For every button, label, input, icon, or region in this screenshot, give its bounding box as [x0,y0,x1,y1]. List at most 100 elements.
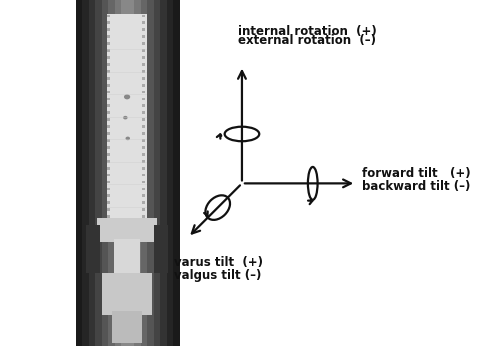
Bar [108,0,115,346]
Bar [142,139,145,142]
Bar [107,104,110,107]
Bar [115,0,121,346]
Bar [96,218,157,242]
Bar [107,207,147,208]
Bar [134,0,140,346]
Bar [107,174,110,176]
Bar [107,139,147,140]
Bar [107,184,147,185]
Bar [96,0,102,346]
Bar [114,239,140,280]
Bar [107,125,110,128]
Bar [142,174,145,176]
Bar [142,28,145,31]
Bar [86,225,100,273]
Bar [142,194,145,197]
Bar [142,201,145,204]
Bar [107,117,147,118]
Bar [160,0,166,346]
Text: internal rotation  (+): internal rotation (+) [238,25,377,38]
Bar [107,98,110,100]
Bar [107,14,147,221]
Bar [142,160,145,163]
Bar [142,111,145,114]
Bar [142,153,145,156]
Bar [142,118,145,121]
Bar [142,215,145,218]
Bar [142,63,145,66]
Bar [107,194,110,197]
Bar [142,146,145,149]
Bar [142,104,145,107]
Bar [107,132,110,135]
Bar [107,84,110,86]
Bar [107,181,110,183]
Bar [107,28,110,31]
Bar [76,0,180,346]
Bar [82,0,89,346]
Bar [107,118,110,121]
Bar [142,84,145,86]
Text: external rotation  (–): external rotation (–) [238,34,376,47]
Bar [107,111,110,114]
Bar [107,35,110,38]
Ellipse shape [123,116,128,119]
Bar [122,0,128,346]
Bar [142,125,145,128]
Bar [140,0,147,346]
Text: backward tilt (–): backward tilt (–) [362,180,470,193]
Bar [142,181,145,183]
Text: varus tilt  (+): varus tilt (+) [174,256,264,269]
Bar [107,160,110,163]
Text: valgus tilt (–): valgus tilt (–) [174,270,262,282]
Bar [112,311,142,343]
Bar [142,42,145,45]
Bar [154,225,168,273]
Bar [142,188,145,190]
Bar [107,167,110,170]
Bar [76,0,82,346]
Bar [142,35,145,38]
Bar [107,188,110,190]
Text: forward tilt   (+): forward tilt (+) [362,166,471,180]
Bar [147,0,154,346]
Bar [107,42,110,45]
Bar [142,91,145,93]
Bar [107,153,110,156]
Bar [107,162,147,163]
Bar [142,77,145,80]
Bar [107,70,110,73]
Bar [142,56,145,59]
Bar [89,0,96,346]
Bar [142,70,145,73]
Bar [142,21,145,24]
Bar [107,56,110,59]
Bar [142,167,145,170]
Bar [173,0,180,346]
Bar [142,15,145,17]
Bar [107,91,110,93]
Bar [142,208,145,211]
Bar [107,49,110,52]
Bar [142,132,145,135]
Bar [102,0,108,346]
Bar [107,49,147,50]
Bar [142,49,145,52]
Bar [107,21,110,24]
Bar [154,0,160,346]
Bar [107,94,147,95]
Ellipse shape [126,137,130,140]
Bar [107,146,110,149]
Bar [107,215,110,218]
Ellipse shape [124,94,130,99]
Bar [107,139,110,142]
Bar [102,273,152,315]
Bar [107,15,110,17]
Bar [107,72,147,73]
Bar [166,0,173,346]
Bar [107,77,110,80]
Bar [128,0,134,346]
Bar [107,201,110,204]
Bar [107,208,110,211]
Bar [107,63,110,66]
